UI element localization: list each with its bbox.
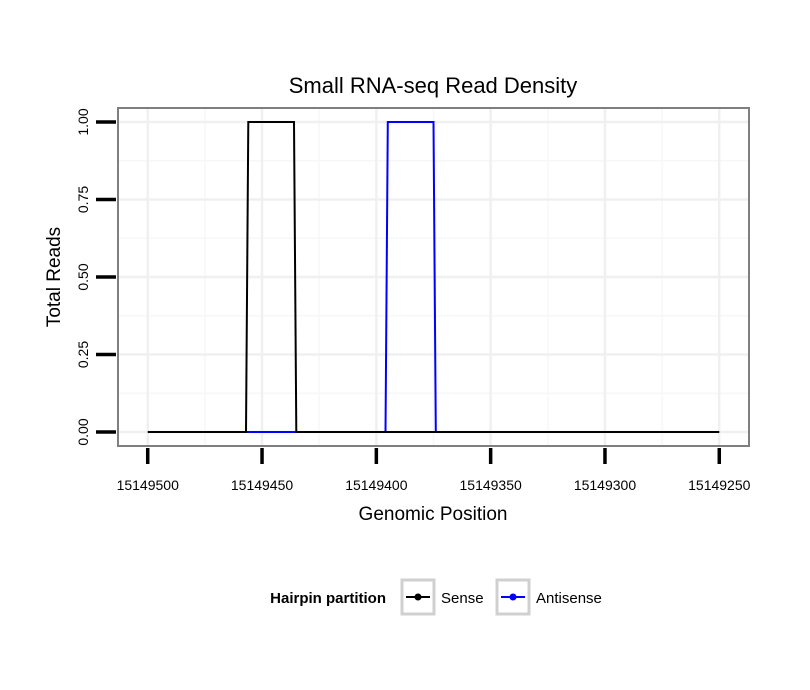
- chart-title: Small RNA-seq Read Density: [289, 73, 578, 98]
- legend-key-point: [509, 593, 517, 601]
- y-tick-label: 0.00: [75, 418, 91, 445]
- legend-entries: Sense Antisense: [400, 578, 602, 616]
- y-tick-label: 0.75: [75, 186, 91, 213]
- legend-label-antisense: Antisense: [536, 590, 602, 607]
- y-tick-label: 1.00: [75, 108, 91, 135]
- x-tick-label: 15149450: [231, 477, 294, 493]
- grid: [118, 108, 749, 446]
- legend-key-point: [414, 593, 422, 601]
- x-tick-label: 15149500: [117, 477, 180, 493]
- legend-title: Hairpin partition: [270, 590, 386, 607]
- x-tick-label: 15149350: [460, 477, 523, 493]
- legend-label-sense: Sense: [441, 590, 484, 607]
- y-tick-label: 0.50: [75, 263, 91, 290]
- x-axis-title: Genomic Position: [359, 504, 508, 525]
- y-axis-title: Total Reads: [44, 227, 65, 327]
- x-tick-label: 15149300: [574, 477, 637, 493]
- x-axis-ticks: 15149500 15149450 15149400 15149350 15149300…: [117, 448, 751, 493]
- legend: Hairpin partition Sense Antisense: [270, 578, 602, 616]
- x-tick-label: 15149250: [688, 477, 751, 493]
- y-tick-label: 0.25: [75, 341, 91, 368]
- x-tick-label: 15149400: [345, 477, 408, 493]
- plot-panel-border: [117, 107, 750, 447]
- series-lines: [147, 121, 720, 433]
- y-axis-ticks: 0.00 0.25 0.50 0.75 1.00: [75, 108, 116, 446]
- series-line-sense: [147, 121, 720, 433]
